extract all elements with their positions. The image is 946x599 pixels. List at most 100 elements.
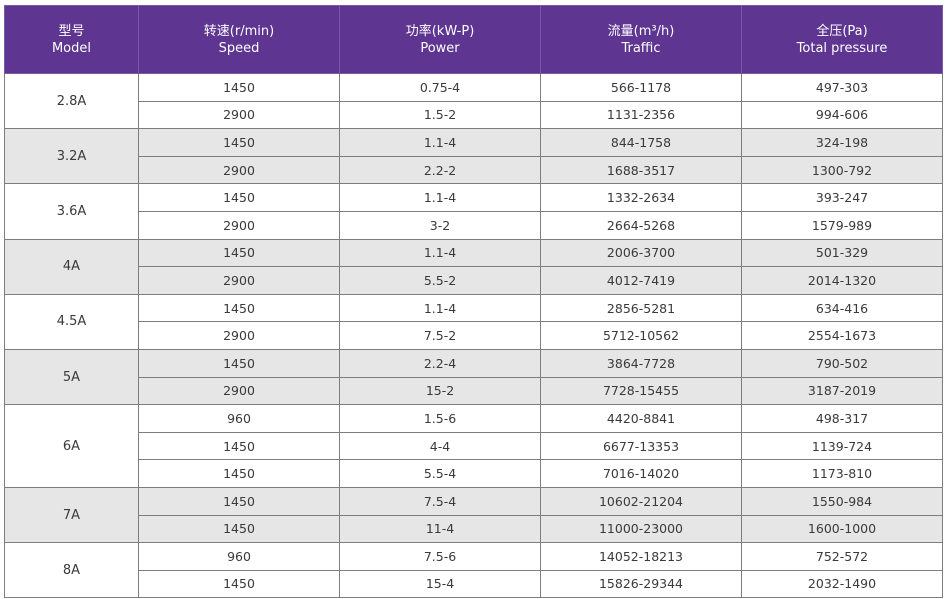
speed-cell: 960	[138, 404, 340, 433]
pressure-cell: 497-303	[741, 73, 943, 102]
pressure-cell: 1600-1000	[741, 514, 943, 544]
table-row: 2900 2.2-2 1688-3517 1300-792	[5, 155, 943, 185]
model-cell: 3.6A	[4, 183, 139, 240]
pressure-cell: 1579-989	[741, 210, 943, 240]
table-row: 1450 15-4 15826-29344 2032-1490	[5, 569, 943, 599]
fan-spec-table: 型号 Model 转速(r/min) Speed 功率(kW-P) Power …	[4, 5, 943, 599]
table-row: 5A 1450 2.2-4 3864-7728 790-502	[4, 348, 943, 406]
pressure-cell: 1300-792	[741, 155, 943, 185]
speed-cell: 2900	[138, 210, 340, 240]
power-cell: 1.1-4	[339, 293, 541, 323]
header-power: 功率(kW-P) Power	[339, 5, 541, 74]
speed-cell: 1450	[138, 73, 340, 102]
table-row: 4A 1450 1.1-4 2006-3700 501-329	[4, 238, 943, 295]
power-cell: 0.75-4	[339, 73, 541, 102]
header-row: 型号 Model 转速(r/min) Speed 功率(kW-P) Power …	[4, 5, 943, 74]
table-row: 2900 5.5-2 4012-7419 2014-1320	[5, 266, 943, 295]
pressure-cell: 2554-1673	[741, 321, 943, 350]
pressure-cell: 3187-2019	[741, 376, 943, 406]
traffic-cell: 2856-5281	[540, 293, 742, 323]
header-traffic: 流量(m³/h) Traffic	[540, 5, 742, 74]
speed-cell: 1450	[138, 238, 340, 268]
table-row: 8A 960 7.5-6 14052-18213 752-572	[4, 542, 943, 599]
power-cell: 1.5-2	[339, 100, 541, 130]
pressure-cell: 324-198	[741, 128, 943, 157]
traffic-cell: 5712-10562	[540, 321, 742, 350]
table-row: 2900 15-2 7728-15455 3187-2019	[5, 376, 943, 406]
header-speed: 转速(r/min) Speed	[138, 5, 340, 74]
pressure-cell: 498-317	[741, 404, 943, 433]
pressure-cell: 994-606	[741, 100, 943, 130]
traffic-cell: 3864-7728	[540, 348, 742, 378]
traffic-cell: 14052-18213	[540, 542, 742, 571]
table-row: 3.6A 1450 1.1-4 1332-2634 393-247	[4, 183, 943, 240]
model-cell: 5A	[4, 348, 139, 406]
traffic-cell: 2006-3700	[540, 238, 742, 268]
model-cell: 3.2A	[4, 128, 139, 185]
traffic-cell: 6677-13353	[540, 431, 742, 461]
speed-cell: 1450	[138, 459, 340, 488]
speed-cell: 1450	[138, 183, 340, 212]
header-model-zh: 型号	[58, 23, 85, 39]
table-row: 2.8A 1450 0.75-4 566-1178 497-303	[4, 72, 943, 130]
speed-cell: 1450	[138, 293, 340, 323]
traffic-cell: 10602-21204	[540, 486, 742, 516]
pressure-cell: 2014-1320	[741, 266, 943, 295]
traffic-cell: 4012-7419	[540, 266, 742, 295]
power-cell: 2.2-2	[339, 155, 541, 185]
traffic-cell: 4420-8841	[540, 404, 742, 433]
header-total-pressure-en: Total pressure	[796, 40, 888, 56]
header-total-pressure: 全压(Pa) Total pressure	[741, 5, 943, 74]
power-cell: 1.1-4	[339, 183, 541, 212]
header-speed-zh: 转速(r/min)	[203, 23, 275, 39]
speed-cell: 2900	[138, 321, 340, 350]
traffic-cell: 7016-14020	[540, 459, 742, 488]
header-model-en: Model	[51, 40, 92, 56]
speed-cell: 1450	[138, 348, 340, 378]
traffic-cell: 11000-23000	[540, 514, 742, 544]
power-cell: 5.5-4	[339, 459, 541, 488]
power-cell: 1.1-4	[339, 128, 541, 157]
pressure-cell: 393-247	[741, 183, 943, 212]
pressure-cell: 1173-810	[741, 459, 943, 488]
pressure-cell: 1139-724	[741, 431, 943, 461]
traffic-cell: 1688-3517	[540, 155, 742, 185]
power-cell: 7.5-2	[339, 321, 541, 350]
header-speed-en: Speed	[218, 40, 260, 56]
power-cell: 11-4	[339, 514, 541, 544]
traffic-cell: 1131-2356	[540, 100, 742, 130]
model-cell: 4.5A	[4, 293, 139, 350]
traffic-cell: 7728-15455	[540, 376, 742, 406]
speed-cell: 1450	[138, 569, 340, 599]
table-row: 3.2A 1450 1.1-4 844-1758 324-198	[4, 128, 943, 185]
speed-cell: 1450	[138, 486, 340, 516]
speed-cell: 2900	[138, 376, 340, 406]
model-cell: 8A	[4, 542, 139, 599]
speed-cell: 960	[138, 542, 340, 571]
pressure-cell: 790-502	[741, 348, 943, 378]
pressure-cell: 634-416	[741, 293, 943, 323]
speed-cell: 2900	[138, 100, 340, 130]
power-cell: 3-2	[339, 210, 541, 240]
table-row: 1450 4-4 6677-13353 1139-724	[5, 431, 943, 461]
traffic-cell: 1332-2634	[540, 183, 742, 212]
power-cell: 4-4	[339, 431, 541, 461]
power-cell: 2.2-4	[339, 348, 541, 378]
table-row: 7A 1450 7.5-4 10602-21204 1550-984	[4, 486, 943, 544]
power-cell: 1.5-6	[339, 404, 541, 433]
power-cell: 15-4	[339, 569, 541, 599]
model-cell: 6A	[4, 404, 139, 488]
header-power-en: Power	[420, 40, 460, 56]
speed-cell: 1450	[138, 514, 340, 544]
pressure-cell: 501-329	[741, 238, 943, 268]
speed-cell: 2900	[138, 155, 340, 185]
power-cell: 1.1-4	[339, 238, 541, 268]
pressure-cell: 752-572	[741, 542, 943, 571]
header-total-pressure-zh: 全压(Pa)	[816, 23, 868, 39]
table-row: 2900 7.5-2 5712-10562 2554-1673	[5, 321, 943, 350]
traffic-cell: 15826-29344	[540, 569, 742, 599]
fan-spec-table-container: 型号 Model 转速(r/min) Speed 功率(kW-P) Power …	[4, 5, 943, 599]
pressure-cell: 2032-1490	[741, 569, 943, 599]
power-cell: 7.5-6	[339, 542, 541, 571]
traffic-cell: 566-1178	[540, 73, 742, 102]
